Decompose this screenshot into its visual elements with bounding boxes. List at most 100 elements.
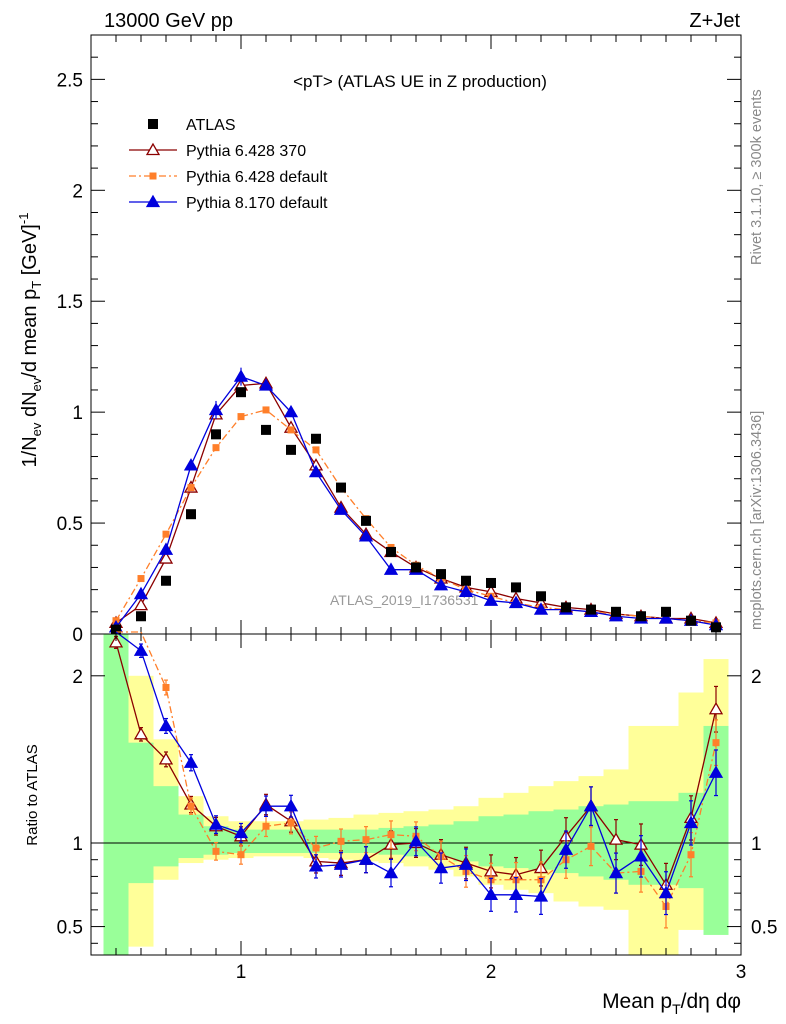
main-panel: <pT> (ATLAS UE in Z production) ATLAS_20…: [16, 34, 742, 646]
data-point: [258, 378, 274, 391]
legend-marker: [145, 142, 161, 156]
ratio-x-tick-label: 3: [736, 962, 747, 983]
data-point: [286, 444, 296, 455]
ratio-data-point: [658, 885, 674, 899]
ratio-data-point: [283, 798, 299, 812]
data-point: [358, 529, 374, 542]
data-point: [436, 569, 446, 580]
data-point: [658, 611, 674, 624]
legend-label: ATLAS: [186, 117, 236, 134]
ratio-data-point: [608, 865, 624, 879]
series-1: [108, 375, 724, 629]
ratio-series: [108, 631, 724, 929]
data-point: [211, 429, 221, 440]
band-green: [253, 829, 279, 854]
ratio-x-tick-label: 1: [236, 962, 247, 983]
data-point: [461, 575, 471, 586]
main-y-tick-labels: 0 0.5 1 1.5 2 2.5: [57, 70, 83, 646]
legend-label: Pythia 8.170 default: [186, 195, 328, 212]
mcplots-label: mcplots.cern.ch [arXiv:1306.3436]: [749, 411, 765, 630]
data-point: [686, 615, 696, 626]
ratio-data-point: [208, 817, 224, 830]
band-green: [278, 829, 304, 854]
ratio-x-axis-label: Mean pT/dη dφ: [602, 990, 741, 1017]
ratio-data-point: [337, 837, 345, 845]
ratio-data-point: [508, 887, 524, 900]
header-right: Z+Jet: [689, 10, 740, 32]
data-point: [661, 606, 671, 617]
ratio-data-point: [708, 765, 724, 778]
svg-text:Mean pT/dη dφ: Mean pT/dη dφ: [602, 990, 741, 1017]
ratio-data-point: [158, 718, 174, 732]
ratio-y-tick-label-right: 2: [751, 667, 762, 688]
data-point: [636, 611, 646, 622]
data-point: [133, 586, 149, 600]
ratio-data-point: [108, 635, 124, 648]
data-point: [233, 369, 249, 382]
main-y-tick-label: 2.5: [57, 70, 83, 91]
main-y-tick-label: 1: [72, 403, 83, 424]
header-left: 13000 GeV pp: [104, 10, 233, 32]
ratio-y-tick-label-right: 1: [751, 834, 762, 855]
data-point: [333, 502, 349, 515]
series-line: [115, 375, 717, 628]
band-green: [103, 634, 129, 955]
legend-label: Pythia 6.428 370: [186, 143, 306, 160]
data-point: [336, 482, 346, 493]
ratio-data-point: [187, 802, 195, 810]
data-point: [511, 582, 521, 593]
data-point: [186, 509, 196, 520]
ratio-y-axis-label: Ratio to ATLAS: [24, 744, 41, 845]
ratio-data-point: [162, 684, 170, 691]
ratio-data-point: [687, 851, 695, 859]
ratio-data-point: [133, 643, 149, 656]
ratio-y-tick-label: 1: [72, 834, 83, 855]
series-0: [111, 387, 721, 635]
ratio-data-point: [212, 847, 220, 855]
legend-marker: [148, 119, 158, 129]
ratio-data-point: [258, 798, 274, 812]
data-point: [212, 444, 220, 452]
data-point: [311, 433, 321, 444]
legend-marker: [145, 194, 161, 208]
data-point: [308, 464, 324, 478]
data-point: [208, 402, 224, 416]
data-point: [261, 424, 271, 435]
data-point: [183, 458, 199, 471]
band-green: [153, 786, 179, 867]
main-y-tick-label: 2: [72, 181, 83, 202]
data-point: [486, 577, 496, 588]
rivet-label: Rivet 3.1.10, ≥ 300k events: [749, 89, 765, 265]
ratio-data-point: [708, 701, 724, 715]
ratio-y-tick-label: 2: [72, 667, 83, 688]
data-point: [237, 413, 245, 421]
ratio-data-point: [587, 842, 595, 850]
ratio-data-point: [633, 849, 649, 862]
data-point: [312, 446, 320, 454]
ratio-data-point: [233, 825, 249, 839]
data-point: [533, 602, 549, 615]
ratio-data-point: [262, 822, 270, 830]
main-series: [108, 367, 724, 635]
ratio-data-point: [458, 857, 474, 870]
data-point: [158, 542, 174, 555]
data-point: [187, 484, 195, 492]
ratio-series-2: [115, 631, 724, 916]
data-point: [483, 593, 499, 606]
ratio-data-point: [158, 752, 174, 765]
data-point: [411, 562, 421, 573]
data-point: [137, 575, 145, 583]
data-point: [458, 584, 474, 597]
ratio-data-point: [287, 819, 295, 827]
data-point: [236, 387, 246, 398]
data-point: [287, 426, 295, 434]
data-point: [561, 602, 571, 613]
data-point: [383, 562, 399, 575]
data-point: [136, 611, 146, 622]
ratio-data-point: [362, 836, 370, 844]
data-point: [433, 577, 449, 591]
data-point: [586, 604, 596, 615]
legend: ATLAS Pythia 6.428 370 Pythia 6.428 defaul…: [129, 117, 328, 212]
svg-text:1/Nev dNev/d mean pT [GeV]-1: 1/Nev dNev/d mean pT [GeV]-1: [16, 213, 44, 468]
